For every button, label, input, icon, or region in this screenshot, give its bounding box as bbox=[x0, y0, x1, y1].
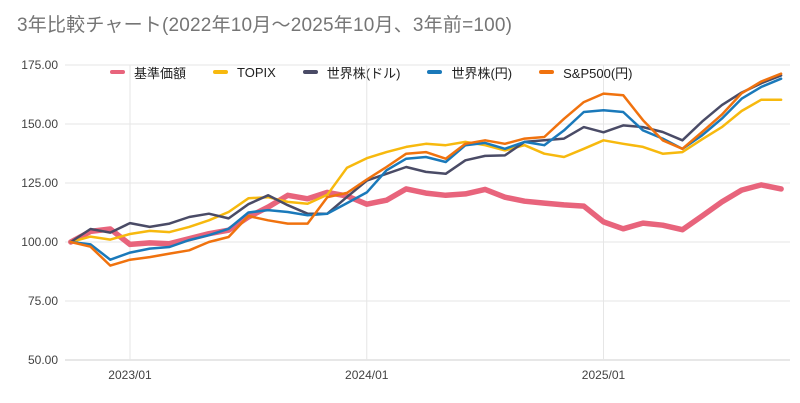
legend: 基準価額 TOPIX 世界株(ドル) 世界株(円) S&P500(円) bbox=[110, 63, 633, 81]
series-line bbox=[69, 77, 783, 261]
legend-swatch-icon bbox=[427, 70, 443, 74]
x-tick-label: 2024/01 bbox=[345, 368, 389, 382]
legend-label: S&P500(円) bbox=[563, 65, 633, 81]
legend-label: 基準価額 bbox=[134, 65, 187, 81]
x-tick-label: 2023/01 bbox=[108, 368, 152, 382]
y-tick-label: 125.00 bbox=[21, 176, 58, 190]
series-line bbox=[69, 74, 783, 244]
legend-swatch-icon bbox=[110, 70, 125, 74]
legend-label: 世界株(円) bbox=[451, 65, 513, 81]
x-tick-label: 2025/01 bbox=[582, 368, 626, 382]
legend-label: 世界株(ドル) bbox=[326, 65, 401, 81]
y-tick-label: 175.00 bbox=[21, 58, 58, 72]
series-line bbox=[69, 72, 783, 267]
legend-item: TOPIX bbox=[213, 65, 276, 80]
series-line bbox=[68, 182, 784, 248]
legend-swatch-icon bbox=[213, 70, 229, 74]
legend-swatch-icon bbox=[539, 70, 555, 74]
legend-swatch-icon bbox=[302, 70, 318, 74]
chart-title: 3年比較チャート(2022年10月〜2025年10月、3年前=100) bbox=[17, 15, 513, 36]
y-tick-label: 75.00 bbox=[28, 294, 58, 308]
legend-item: S&P500(円) bbox=[539, 63, 633, 82]
legend-item: 世界株(ドル) bbox=[302, 63, 401, 82]
series-line bbox=[69, 98, 783, 244]
legend-item: 基準価額 bbox=[110, 63, 186, 82]
legend-label: TOPIX bbox=[237, 64, 276, 80]
y-tick-label: 100.00 bbox=[21, 235, 58, 249]
y-tick-label: 150.00 bbox=[21, 117, 58, 131]
y-tick-label: 50.00 bbox=[28, 353, 58, 367]
legend-item: 世界株(円) bbox=[427, 63, 512, 82]
